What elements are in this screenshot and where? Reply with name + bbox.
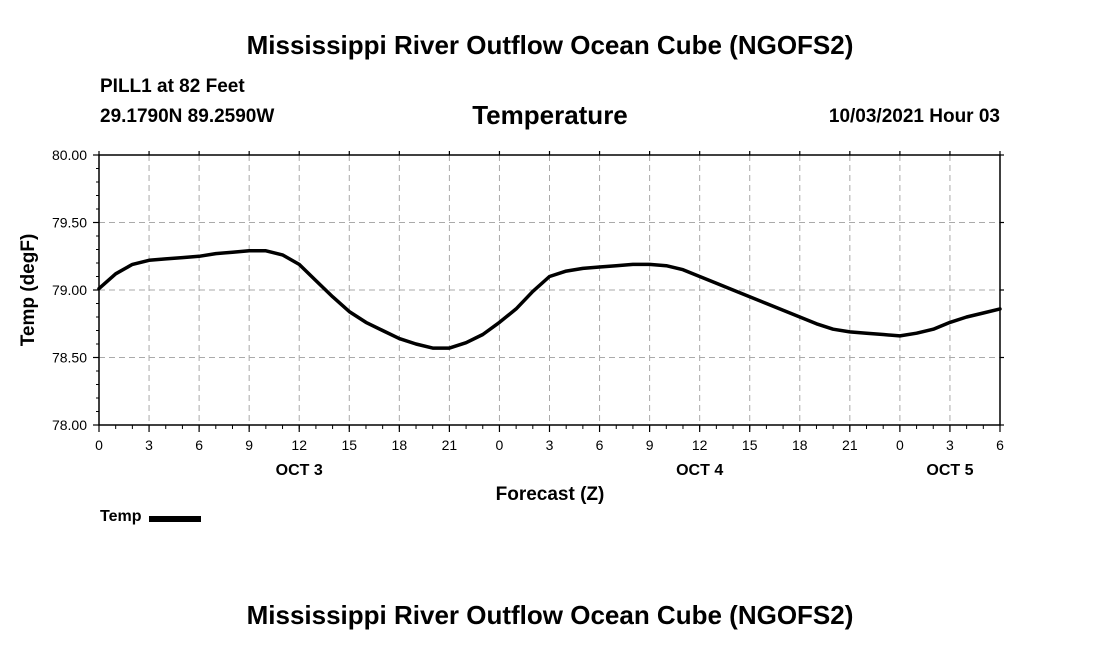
y-tick-label: 79.00 <box>52 282 87 298</box>
station-coordinates: 29.1790N 89.2590W <box>100 106 275 127</box>
series-layer <box>97 249 1002 350</box>
x-tick-label: 15 <box>742 437 758 453</box>
x-tick-label: 9 <box>646 437 654 453</box>
y-axis-label: Temp (degF) <box>18 234 39 347</box>
chart-title-bottom: Mississippi River Outflow Ocean Cube (NG… <box>246 600 854 630</box>
x-axis-label: Forecast (Z) <box>496 484 605 505</box>
legend: Temp <box>100 508 202 526</box>
x-tick-label: 12 <box>692 437 708 453</box>
x-tick-label: 0 <box>95 437 103 453</box>
y-tick-label: 78.00 <box>52 417 87 433</box>
y-tick-label: 78.50 <box>52 350 87 366</box>
y-tick-label: 79.50 <box>52 215 87 231</box>
day-label: OCT 4 <box>676 462 723 479</box>
x-tick-label: 3 <box>546 437 554 453</box>
series-line-temp <box>97 249 1002 350</box>
legend-label: Temp <box>100 508 142 525</box>
chart-title: Temperature <box>472 100 628 130</box>
x-tick-label: 3 <box>145 437 153 453</box>
x-tick-label: 15 <box>341 437 357 453</box>
legend-swatch <box>149 516 202 522</box>
x-tick-label: 21 <box>442 437 458 453</box>
x-tick-label: 18 <box>792 437 808 453</box>
x-tick-label: 18 <box>392 437 408 453</box>
x-tick-label: 12 <box>291 437 307 453</box>
x-tick-label: 6 <box>596 437 604 453</box>
x-tick-label: 9 <box>245 437 253 453</box>
x-tick-label: 0 <box>896 437 904 453</box>
axis-layer: 78.00 78.50 79.00 79.50 80.00 0 3 6 9 12 15 18 21 0 3 6… <box>52 147 1004 479</box>
day-label: OCT 3 <box>276 462 323 479</box>
x-tick-label: 6 <box>996 437 1004 453</box>
station-label: PILL1 at 82 Feet <box>100 76 245 97</box>
x-tick-label: 0 <box>496 437 504 453</box>
run-time-label: 10/03/2021 Hour 03 <box>828 106 1000 127</box>
x-tick-label: 3 <box>946 437 954 453</box>
y-tick-label: 80.00 <box>52 147 87 163</box>
x-tick-label: 6 <box>195 437 203 453</box>
chart-title-top: Mississippi River Outflow Ocean Cube (NG… <box>246 30 854 60</box>
grid-layer <box>99 155 1000 425</box>
day-label: OCT 5 <box>926 462 973 479</box>
x-tick-label: 21 <box>842 437 858 453</box>
